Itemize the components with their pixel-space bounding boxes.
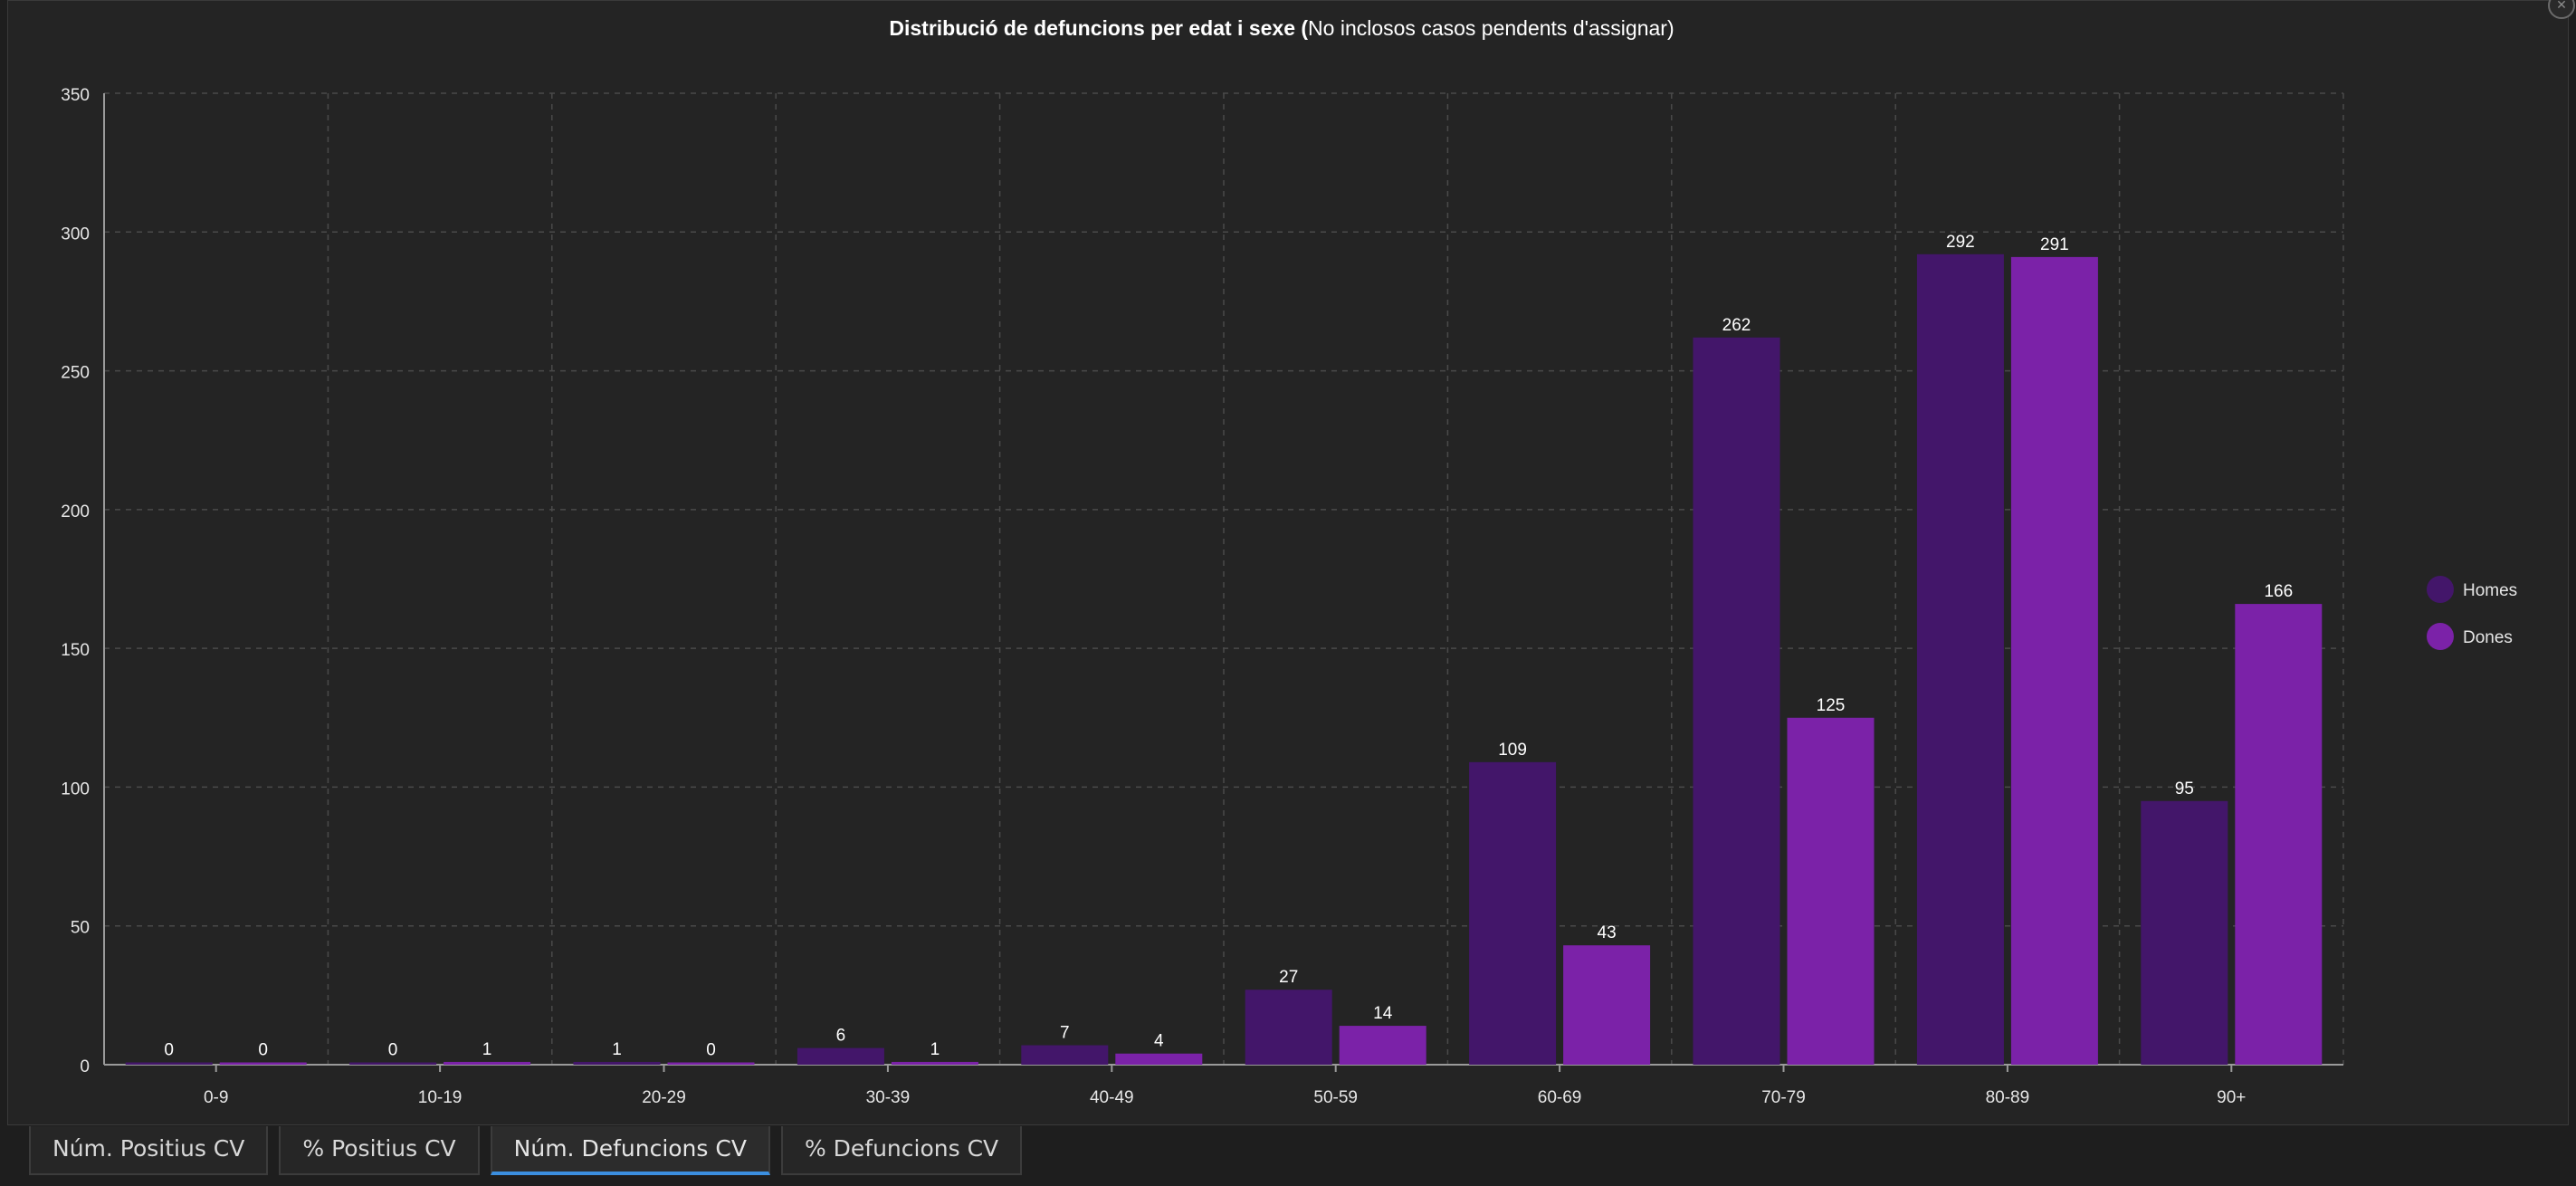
bar-dones	[1787, 717, 1875, 1065]
bar-homes	[349, 1062, 437, 1065]
y-tick-label: 300	[61, 225, 90, 244]
legend-swatch-dones	[2427, 623, 2454, 650]
chart-title: Distribució de defuncions per edat i sex…	[889, 16, 1674, 40]
bar-homes	[797, 1047, 884, 1065]
data-label: 95	[2175, 780, 2194, 799]
bar-homes	[1469, 761, 1557, 1065]
data-label: 6	[836, 1027, 846, 1046]
y-tick-label: 0	[80, 1057, 90, 1076]
x-tick-label: 20-29	[642, 1088, 686, 1107]
bar-homes	[1021, 1045, 1109, 1065]
bar-dones	[1563, 945, 1651, 1065]
bar-homes	[125, 1062, 213, 1065]
x-tick-label: 90+	[2217, 1088, 2246, 1107]
x-tick-label: 30-39	[866, 1088, 911, 1107]
close-icon: ✕	[2556, 0, 2567, 13]
data-label: 43	[1598, 923, 1617, 942]
bar-homes	[1693, 337, 1780, 1066]
chart-panel: Distribució de defuncions per edat i sex…	[7, 0, 2575, 1125]
data-label: 0	[706, 1041, 716, 1060]
data-label: 262	[1722, 316, 1751, 335]
x-tick-label: 80-89	[1986, 1088, 2030, 1107]
bar-chart: Distribució de defuncions per edat i sex…	[61, 16, 2517, 1107]
y-axis: 0 50 100 150 200 250 300 350	[61, 86, 105, 1076]
bar-dones	[2235, 604, 2323, 1065]
chart-title-bold: Distribució de defuncions per edat i sex…	[889, 16, 1308, 40]
data-label: 0	[258, 1041, 268, 1060]
data-label: 1	[930, 1040, 940, 1059]
bar-dones	[1339, 1026, 1426, 1065]
data-label: 4	[1154, 1032, 1164, 1051]
legend: Homes Dones	[2427, 576, 2517, 650]
tab-4[interactable]: % Defuncions CV	[780, 1126, 1023, 1175]
y-tick-label: 200	[61, 502, 90, 521]
bar-dones	[1115, 1053, 1203, 1065]
bar-dones	[444, 1061, 531, 1065]
data-label: 166	[2264, 582, 2293, 601]
data-label: 7	[1060, 1024, 1070, 1043]
legend-swatch-homes	[2427, 576, 2454, 603]
close-button[interactable]: ✕	[2548, 0, 2575, 19]
x-tick-label: 70-79	[1761, 1088, 1806, 1107]
tab-3[interactable]: Núm. Defuncions CV	[490, 1126, 770, 1175]
tab-1[interactable]: Núm. Positius CV	[29, 1126, 269, 1175]
bar-homes	[573, 1061, 661, 1065]
data-label: 291	[2040, 235, 2069, 254]
y-tick-label: 350	[61, 86, 90, 105]
grid	[104, 92, 2344, 1065]
y-tick-label: 50	[71, 919, 90, 938]
data-label: 1	[612, 1040, 622, 1059]
bar-dones	[219, 1062, 307, 1065]
bar-dones	[891, 1061, 978, 1065]
legend-label: Homes	[2463, 581, 2517, 600]
data-label: 14	[1373, 1004, 1393, 1023]
x-tick-label: 40-49	[1090, 1088, 1134, 1107]
x-tick-label: 50-59	[1313, 1088, 1358, 1107]
data-label: 27	[1279, 968, 1298, 987]
x-tick-label: 0-9	[204, 1088, 228, 1107]
y-tick-label: 150	[61, 641, 90, 660]
data-label: 109	[1498, 741, 1527, 760]
chart-title-normal: No inclosos casos pendents d'assignar)	[1308, 16, 1674, 40]
y-tick-label: 250	[61, 364, 90, 383]
legend-label: Dones	[2463, 628, 2513, 647]
data-label: 125	[1817, 696, 1846, 715]
data-label: 292	[1946, 233, 1975, 252]
bar-homes	[1245, 990, 1332, 1065]
x-tick-label: 10-19	[418, 1088, 463, 1107]
data-label: 0	[164, 1041, 174, 1060]
tab-2[interactable]: % Positius CV	[279, 1126, 480, 1175]
bar-dones	[2010, 256, 2098, 1065]
data-label: 1	[482, 1040, 492, 1059]
y-tick-label: 100	[61, 780, 90, 799]
bar-homes	[2141, 800, 2228, 1065]
x-axis: 0-9 10-19 20-29 30-39 40-49 50-59 60-69 70-79 80…	[104, 1064, 2343, 1107]
x-tick-label: 60-69	[1538, 1088, 1582, 1107]
bar-dones	[667, 1062, 755, 1065]
data-label: 0	[388, 1041, 398, 1060]
tab-bar: Núm. Positius CV% Positius CV Núm. Defunc…	[29, 1126, 1023, 1175]
bar-homes	[1916, 253, 2004, 1066]
